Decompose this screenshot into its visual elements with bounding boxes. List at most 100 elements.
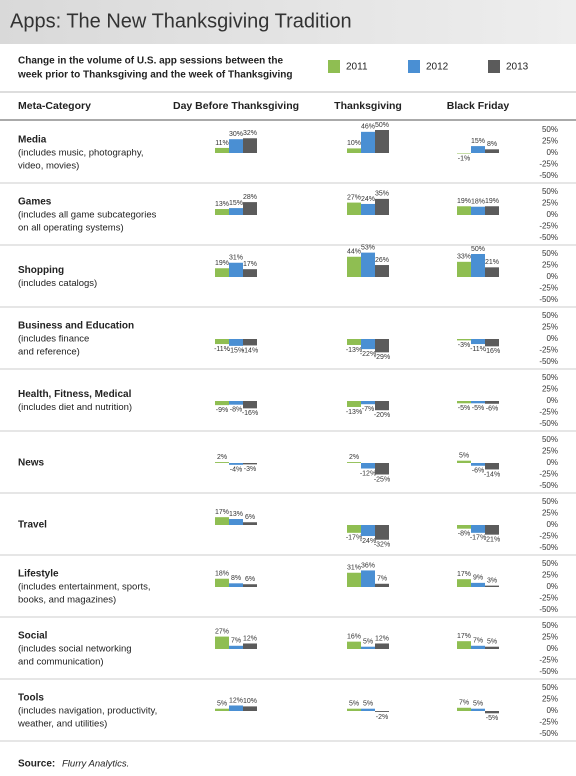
bar xyxy=(485,525,499,535)
value-label: 7% xyxy=(231,638,241,645)
value-label: 15% xyxy=(229,200,243,207)
value-label: 36% xyxy=(361,562,375,569)
value-label: -6% xyxy=(472,468,484,475)
y-tick-label: -50% xyxy=(539,543,558,552)
y-tick-label: -50% xyxy=(539,357,558,366)
value-label: -1% xyxy=(458,155,470,162)
bar xyxy=(375,130,389,153)
bar xyxy=(457,525,471,529)
bar xyxy=(215,578,229,587)
category-name: Media xyxy=(18,135,47,146)
value-label: 53% xyxy=(361,244,375,251)
bar xyxy=(215,517,229,525)
value-label: -16% xyxy=(242,410,258,417)
value-label: 27% xyxy=(215,628,229,635)
y-tick-label: 25% xyxy=(542,447,558,456)
bar xyxy=(243,202,257,215)
category-description: and communication) xyxy=(18,657,104,668)
value-label: 50% xyxy=(471,246,485,253)
bar xyxy=(361,131,375,153)
y-tick-label: 50% xyxy=(542,621,558,630)
value-label: -32% xyxy=(374,542,390,549)
bar xyxy=(243,401,257,409)
bar xyxy=(485,206,499,215)
y-tick-label: 25% xyxy=(542,633,558,642)
bar xyxy=(485,267,499,277)
category-name: Business and Education xyxy=(18,321,134,332)
legend-swatch xyxy=(408,60,420,73)
value-label: -15% xyxy=(228,348,244,355)
value-label: 5% xyxy=(363,639,373,646)
value-label: 15% xyxy=(471,138,485,145)
y-tick-label: 25% xyxy=(542,199,558,208)
value-label: -17% xyxy=(470,535,486,542)
bar xyxy=(471,582,485,587)
value-label: -22% xyxy=(360,351,376,358)
bar xyxy=(375,643,389,649)
bar xyxy=(215,268,229,277)
bar xyxy=(243,339,257,346)
category-description: (includes finance xyxy=(18,334,89,345)
bar xyxy=(215,462,229,463)
column-header: Black Friday xyxy=(447,100,510,112)
bar xyxy=(485,149,499,153)
value-label: 26% xyxy=(375,257,389,264)
value-label: 33% xyxy=(457,254,471,261)
bar xyxy=(471,708,485,711)
bar xyxy=(243,463,257,465)
bar xyxy=(457,460,471,463)
bar xyxy=(471,463,485,466)
bar xyxy=(229,645,243,649)
value-label: 32% xyxy=(243,130,257,137)
value-label: 18% xyxy=(215,571,229,578)
category-description: (includes diet and nutrition) xyxy=(18,402,132,413)
category-description: and reference) xyxy=(18,347,80,358)
value-label: 3% xyxy=(487,577,497,584)
value-label: -14% xyxy=(242,347,258,354)
bar xyxy=(361,401,375,405)
bar xyxy=(375,401,389,411)
value-label: -3% xyxy=(244,466,256,473)
column-header: Day Before Thanksgiving xyxy=(173,100,299,112)
y-tick-label: -50% xyxy=(539,233,558,242)
category-description: (includes catalogs) xyxy=(18,278,97,289)
bar xyxy=(375,265,389,277)
bar xyxy=(347,641,361,649)
y-tick-label: 25% xyxy=(542,509,558,518)
bar xyxy=(229,262,243,277)
value-label: -5% xyxy=(486,715,498,722)
y-tick-label: -50% xyxy=(539,667,558,676)
bar xyxy=(485,646,499,649)
value-label: 46% xyxy=(361,124,375,131)
bar xyxy=(485,585,499,587)
value-label: 17% xyxy=(243,261,257,268)
value-label: -13% xyxy=(346,347,362,354)
y-tick-label: -25% xyxy=(539,222,558,231)
bar xyxy=(375,198,389,215)
bar xyxy=(471,254,485,277)
bar xyxy=(471,401,485,404)
bar xyxy=(347,339,361,345)
value-label: 6% xyxy=(245,514,255,521)
value-label: -6% xyxy=(486,406,498,413)
value-label: 7% xyxy=(459,700,469,707)
y-tick-label: -25% xyxy=(539,656,558,665)
value-label: -7% xyxy=(362,406,374,413)
value-label: 31% xyxy=(347,565,361,572)
bar xyxy=(229,583,243,587)
y-tick-label: 0% xyxy=(546,644,558,653)
bar xyxy=(361,525,375,537)
category-description: (includes all game subcategories xyxy=(18,210,157,221)
value-label: 12% xyxy=(229,697,243,704)
bar xyxy=(229,139,243,153)
y-tick-label: -50% xyxy=(539,605,558,614)
bar xyxy=(457,339,471,341)
value-label: 12% xyxy=(375,635,389,642)
value-label: 9% xyxy=(473,575,483,582)
value-label: 27% xyxy=(347,194,361,201)
bar xyxy=(485,401,499,404)
value-label: -9% xyxy=(216,407,228,414)
value-label: -8% xyxy=(458,531,470,538)
value-label: 5% xyxy=(487,639,497,646)
category-description: on all operating systems) xyxy=(18,223,124,234)
